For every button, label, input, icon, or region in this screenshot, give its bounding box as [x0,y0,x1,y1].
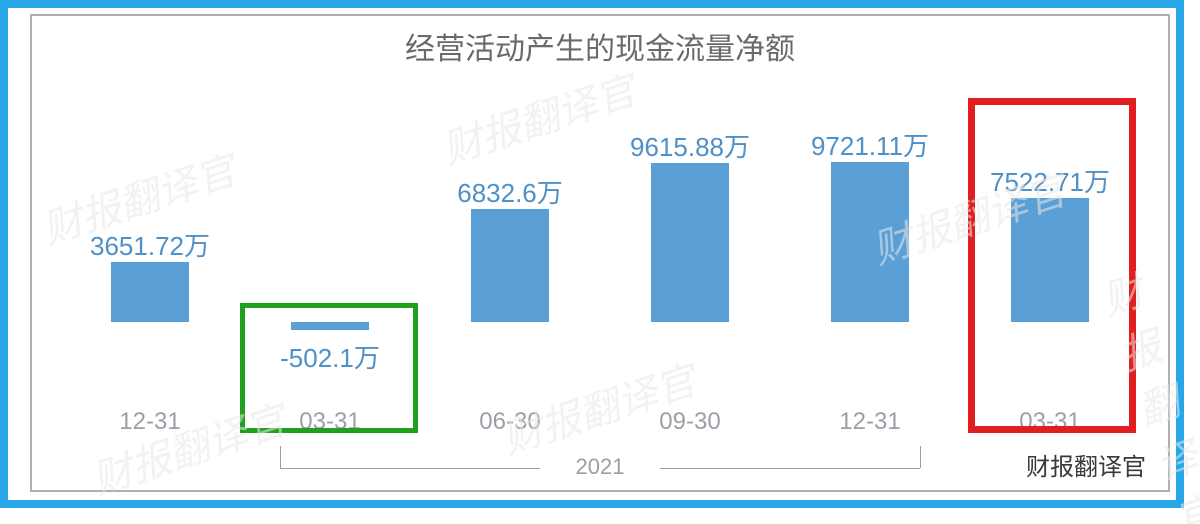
bar-4 [831,162,909,322]
value-label-0: 3651.72万 [50,226,250,263]
bar-0 [111,262,189,322]
highlight-box-1 [968,98,1136,433]
highlight-box-0 [240,303,418,433]
x-label-4: 12-31 [800,408,940,436]
year-label: 2021 [540,454,660,480]
value-label-3: 9615.88万 [590,127,790,164]
chart-frame: 经营活动产生的现金流量净额 3651.72万12-31-502.1万03-316… [0,0,1184,508]
bar-2 [471,209,549,322]
x-label-3: 09-30 [620,408,760,436]
bar-3 [651,163,729,322]
value-label-2: 6832.6万 [410,173,610,210]
value-label-4: 9721.11万 [770,126,970,163]
chart-title: 经营活动产生的现金流量净额 [32,24,1168,68]
credit-text: 财报翻译官 [1026,447,1146,482]
x-label-2: 06-30 [440,408,580,436]
x-label-0: 12-31 [80,408,220,436]
year-tick-1 [920,446,921,468]
year-tick-0 [280,446,281,468]
